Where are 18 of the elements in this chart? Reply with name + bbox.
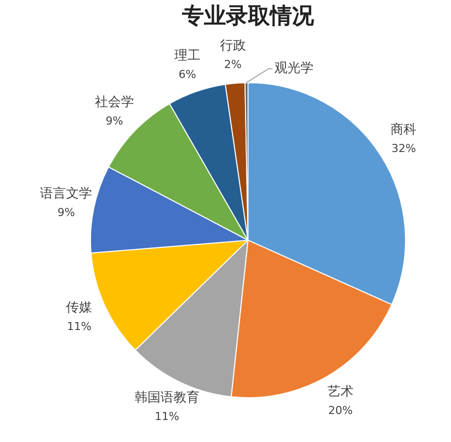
slice-label: 社会学 [94,94,134,110]
slice-label: 语言文学 [40,186,92,202]
data-label: 9% [58,206,75,220]
data-label: 9% [106,114,124,128]
data-label: 32% [391,142,416,156]
slice-label: 行政 [220,38,246,54]
slice-label: 传媒 [66,300,92,316]
data-label: 2% [224,58,242,72]
slice-label: 艺术 [327,384,354,400]
data-label: 11% [66,320,92,333]
slice-label: 韩国语教育 [134,389,200,406]
slice-label: 观光学 [274,61,314,76]
data-label: 20% [328,404,353,417]
data-label: 11% [154,410,180,423]
chart-title: 专业录取情况 [181,2,315,29]
data-label: 6% [178,68,196,81]
slice-label: 理工 [174,48,200,64]
slice-label: 商科 [390,122,417,138]
